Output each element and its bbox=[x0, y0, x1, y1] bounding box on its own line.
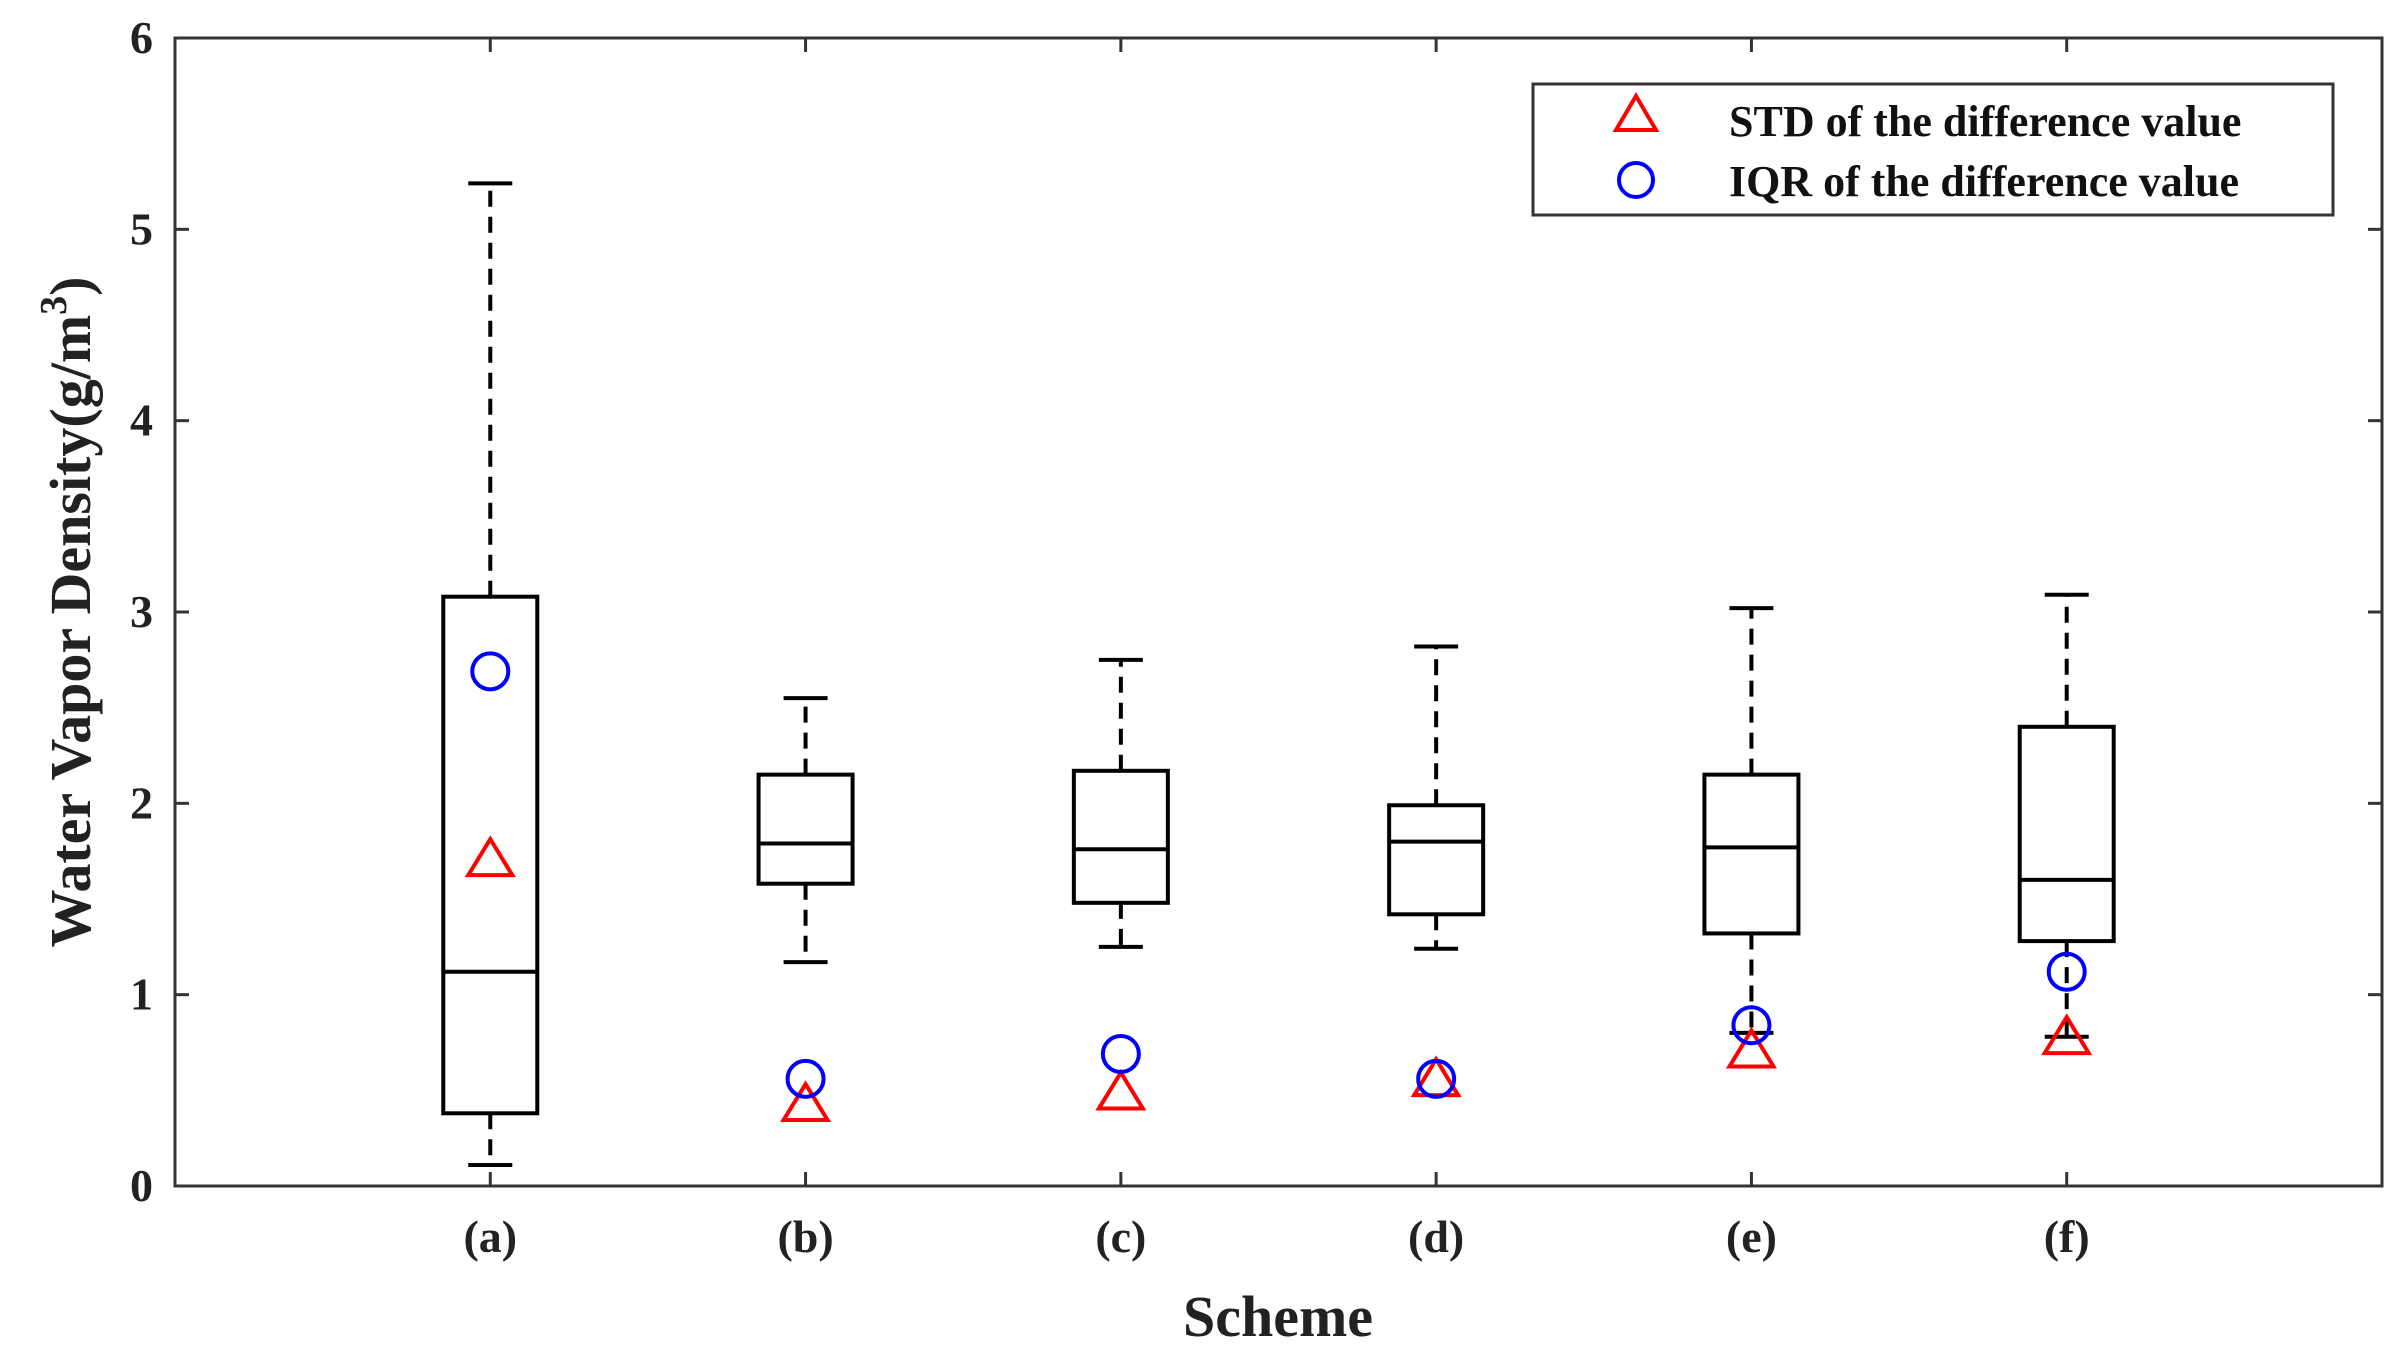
box bbox=[2017, 724, 2116, 944]
y-tick-label-2: 2 bbox=[130, 777, 153, 828]
y-axis: 0 1 2 3 4 5 6 bbox=[130, 12, 2382, 1211]
box-group-1 bbox=[441, 181, 540, 1167]
box bbox=[1071, 768, 1170, 905]
x-tick-label-5: (e) bbox=[1726, 1211, 1777, 1262]
x-tick-label-6: (f) bbox=[2044, 1211, 2090, 1262]
y-tick-label-1: 1 bbox=[130, 969, 153, 1020]
iqr-marker-6 bbox=[2046, 951, 2087, 992]
legend-circle-icon bbox=[1617, 161, 1655, 199]
legend-label-iqr: IQR of the difference value bbox=[1729, 157, 2239, 206]
box-group-5 bbox=[1702, 606, 1801, 1035]
std-marker-2 bbox=[780, 1080, 832, 1123]
y-axis-title-superscript: 3 bbox=[33, 296, 75, 315]
legend-box bbox=[1531, 82, 2335, 217]
legend: STD of the difference value IQR of the d… bbox=[1531, 82, 2335, 217]
markers bbox=[464, 651, 2093, 1123]
box bbox=[1702, 772, 1801, 936]
legend-triangle-icon bbox=[1612, 92, 1660, 132]
iqr-marker-2 bbox=[785, 1058, 826, 1099]
iqr-marker-3 bbox=[1100, 1033, 1141, 1074]
x-axis: (a) (b) (c) (d) (e) (f) bbox=[463, 38, 2090, 1262]
boxes bbox=[441, 181, 2116, 1167]
iqr-marker-1 bbox=[470, 651, 511, 692]
iqr-marker-4 bbox=[1416, 1058, 1457, 1099]
x-tick-label-3: (c) bbox=[1095, 1211, 1146, 1262]
box-group-2 bbox=[756, 696, 855, 965]
std-marker-5 bbox=[1725, 1026, 1777, 1069]
box bbox=[756, 772, 855, 886]
y-tick-label-6: 6 bbox=[130, 12, 153, 63]
box-group-4 bbox=[1387, 644, 1486, 951]
std-marker-3 bbox=[1095, 1068, 1147, 1111]
y-axis-title-main: Water Vapor Density(g/m bbox=[38, 315, 103, 948]
y-tick-label-5: 5 bbox=[130, 203, 153, 254]
std-marker-1 bbox=[464, 835, 516, 878]
y-axis-title: Water Vapor Density(g/m3) bbox=[33, 277, 103, 948]
iqr-marker-5 bbox=[1731, 1005, 1772, 1046]
y-tick-label-4: 4 bbox=[130, 395, 153, 446]
x-tick-label-4: (d) bbox=[1408, 1211, 1464, 1262]
x-tick-label-1: (a) bbox=[463, 1211, 517, 1262]
box bbox=[1387, 803, 1486, 917]
std-marker-6 bbox=[2041, 1013, 2093, 1056]
x-tick-label-2: (b) bbox=[777, 1211, 833, 1262]
box bbox=[441, 594, 540, 1116]
y-tick-label-3: 3 bbox=[130, 586, 153, 637]
legend-label-std: STD of the difference value bbox=[1729, 97, 2241, 146]
x-axis-title: Scheme bbox=[1183, 1284, 1373, 1349]
box-group-3 bbox=[1071, 657, 1170, 949]
y-axis-title-close: ) bbox=[38, 277, 103, 296]
y-tick-label-0: 0 bbox=[130, 1160, 153, 1211]
